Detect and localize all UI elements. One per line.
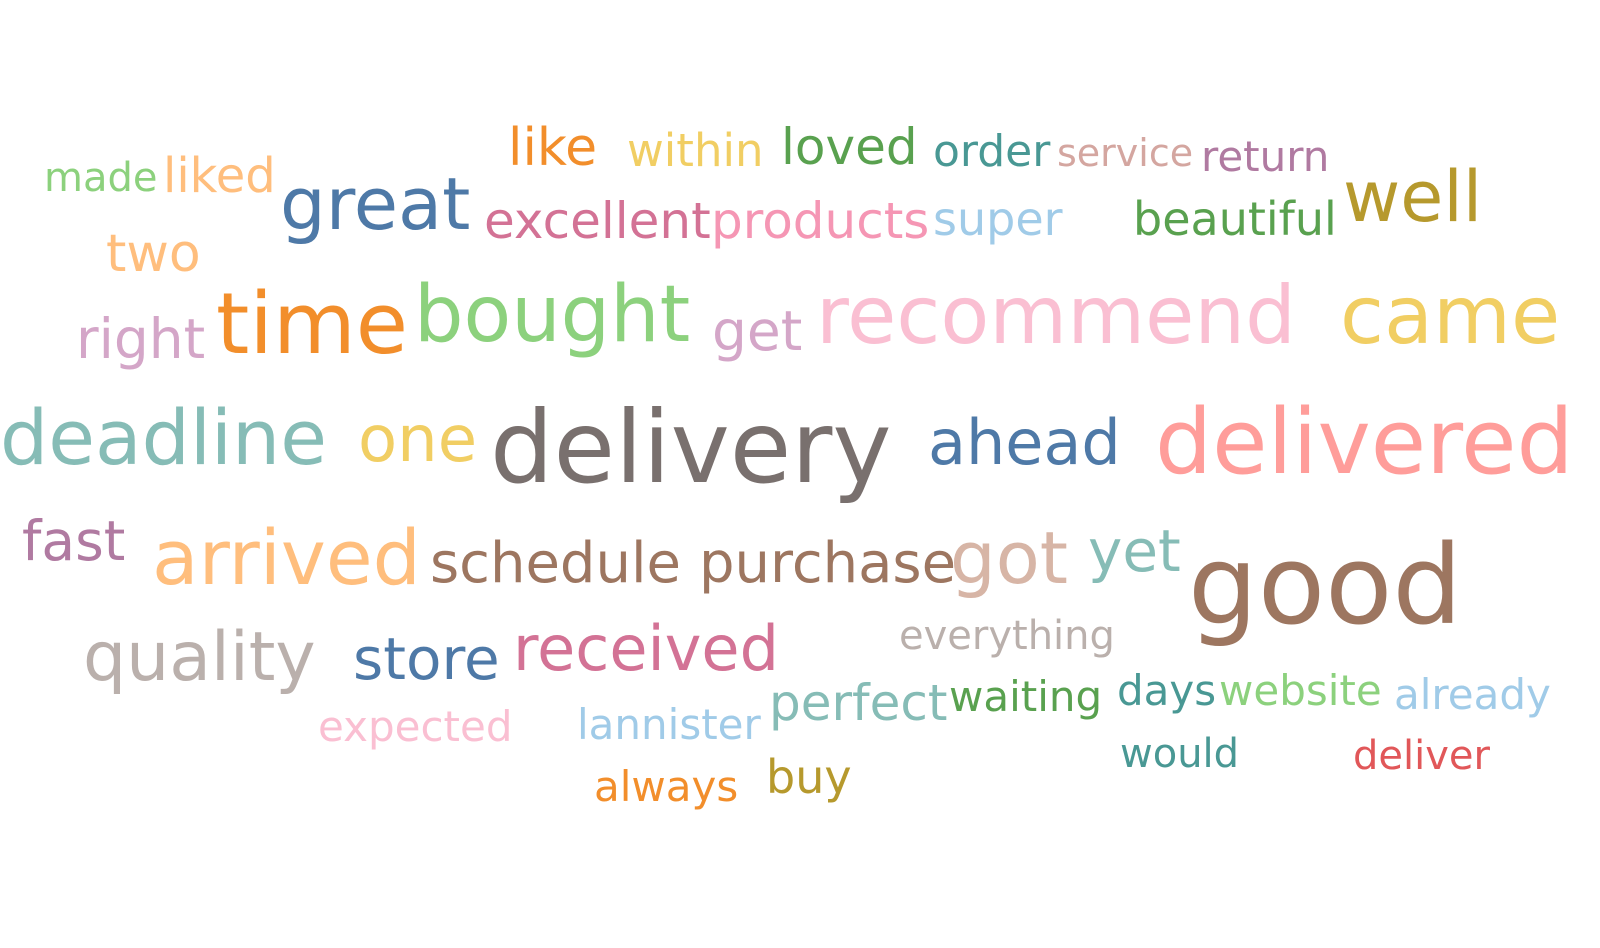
word-fast: fast [22,509,126,573]
word-deliver: deliver [1353,733,1490,779]
word-everything: everything [899,613,1115,659]
word-order: order [933,126,1051,177]
word-recommend: recommend [816,269,1296,362]
word-two: two [106,224,201,284]
word-bought: bought [414,270,691,360]
word-waiting: waiting [949,672,1103,721]
word-right: right [76,307,206,371]
word-expected: expected [318,702,513,751]
word-yet: yet [1088,517,1181,585]
word-always: always [594,762,739,811]
word-perfect: perfect [769,674,948,732]
word-made: made [44,155,158,201]
word-purchase: purchase [699,531,957,596]
word-schedule: schedule [430,531,681,596]
word-one: one [358,403,478,477]
word-return: return [1201,132,1330,181]
word-good: good [1188,521,1463,649]
word-within: within [627,124,764,177]
word-lannister: lannister [577,700,761,749]
word-ahead: ahead [928,406,1121,479]
word-would: would [1120,731,1240,777]
word-service: service [1057,131,1194,175]
word-beautiful: beautiful [1133,192,1337,246]
word-loved: loved [781,118,918,176]
word-website: website [1219,666,1382,715]
word-great: great [280,162,471,246]
word-delivery: delivery [490,389,892,506]
word-received: received [513,612,779,685]
word-like: like [508,118,598,178]
word-well: well [1343,156,1483,238]
word-days: days [1117,666,1217,715]
word-already: already [1394,670,1551,719]
word-arrived: arrived [152,513,421,602]
word-got: got [950,516,1068,600]
word-quality: quality [83,618,316,697]
word-get: get [712,299,803,363]
word-delivered: delivered [1155,390,1574,495]
word-super: super [933,192,1063,246]
word-store: store [353,625,500,693]
word-products: products [711,192,930,250]
word-buy: buy [766,750,852,804]
word-came: came [1340,269,1561,362]
word-excellent: excellent [484,192,711,250]
word-liked: liked [163,148,276,204]
word-time: time [216,275,409,374]
word-deadline: deadline [0,393,327,482]
